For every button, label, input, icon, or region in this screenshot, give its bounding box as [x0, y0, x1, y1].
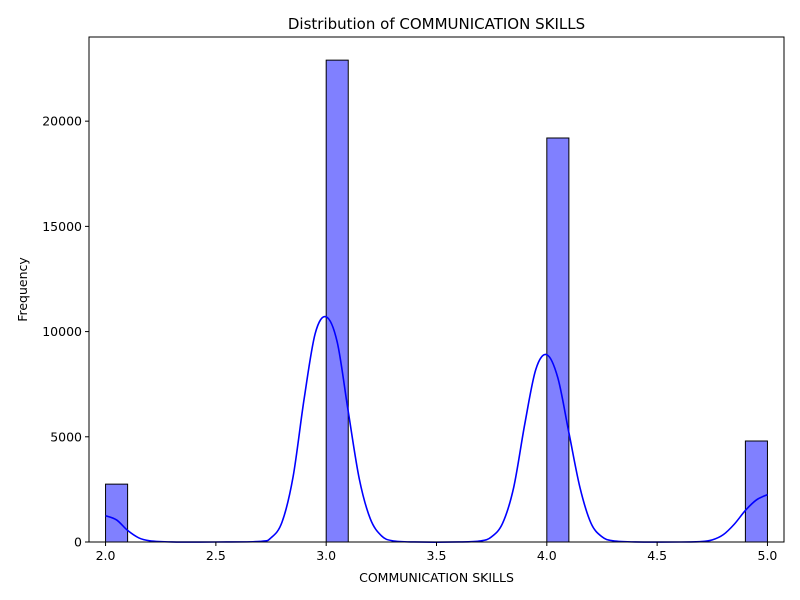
chart-title: Distribution of COMMUNICATION SKILLS — [288, 15, 585, 33]
y-tick-label: 0 — [74, 535, 82, 550]
histogram-bar — [546, 137, 570, 543]
x-axis-label: COMMUNICATION SKILLS — [359, 570, 514, 585]
histogram-bar — [105, 483, 129, 543]
kde-curve — [105, 315, 768, 543]
y-tick-label: 15000 — [42, 219, 82, 234]
histogram-bar — [744, 440, 768, 543]
y-tick-label: 20000 — [42, 114, 82, 129]
x-tick-label: 2.0 — [96, 548, 116, 563]
y-axis-label: Frequency — [15, 257, 30, 322]
y-tick-label: 5000 — [50, 429, 82, 444]
x-axis-ticks: 2.0 2.5 3.0 3.5 4.0 4.5 5.0 — [96, 542, 778, 563]
x-tick-label: 5.0 — [758, 548, 778, 563]
x-tick-label: 2.5 — [206, 548, 226, 563]
x-tick-label: 4.0 — [537, 548, 557, 563]
bars-group — [105, 59, 768, 543]
x-tick-label: 4.5 — [647, 548, 667, 563]
y-axis-ticks: 0 5000 10000 15000 20000 — [42, 114, 89, 550]
x-tick-label: 3.5 — [427, 548, 447, 563]
plot-frame — [88, 36, 785, 543]
x-tick-label: 3.0 — [316, 548, 336, 563]
histogram-bar — [325, 59, 349, 543]
y-tick-label: 10000 — [42, 324, 82, 339]
